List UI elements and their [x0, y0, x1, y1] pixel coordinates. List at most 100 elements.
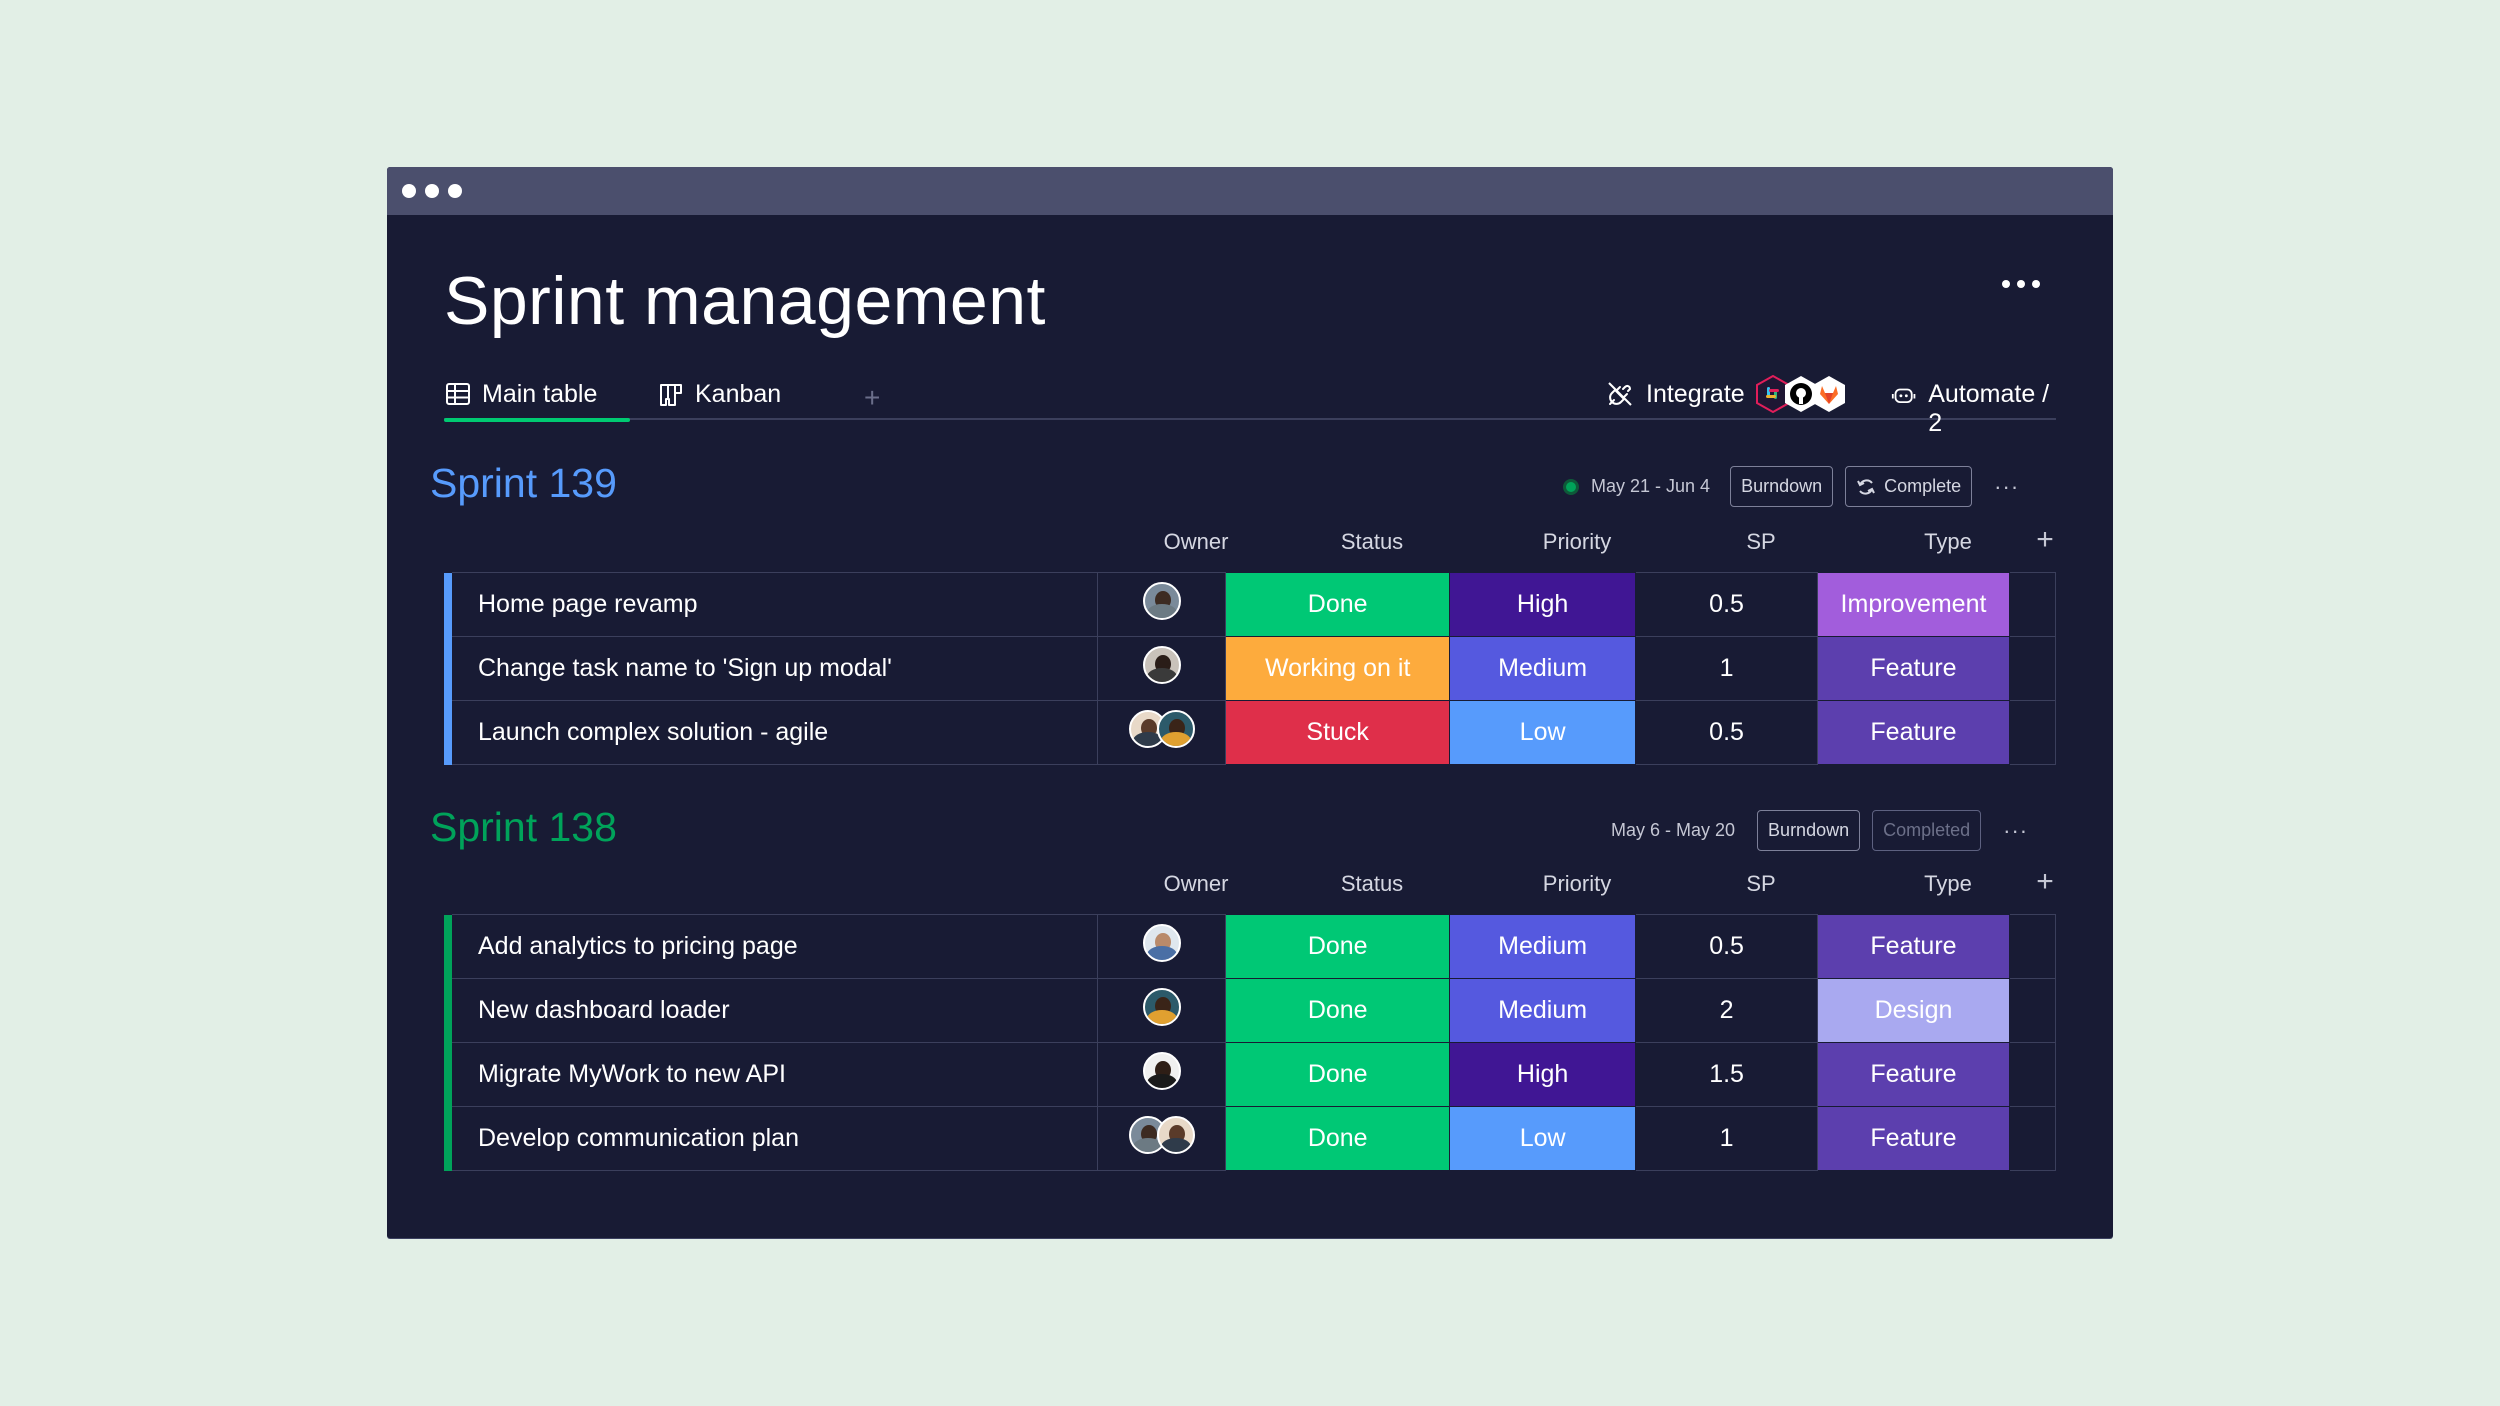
- avatar[interactable]: [1142, 646, 1181, 684]
- item-name[interactable]: Home page revamp: [451, 572, 1099, 637]
- more-options-icon[interactable]: [2002, 280, 2040, 288]
- table-row[interactable]: New dashboard loader Done Medium 2 Desig…: [444, 978, 2057, 1043]
- owner-cell[interactable]: [1097, 914, 1227, 979]
- table-icon: [446, 383, 470, 405]
- status-cell[interactable]: Stuck: [1225, 700, 1451, 765]
- sp-cell[interactable]: 1: [1635, 1106, 1819, 1171]
- owner-avatars: [1128, 710, 1195, 748]
- group-options-icon[interactable]: ···: [1994, 473, 2020, 499]
- complete-button[interactable]: Complete: [1845, 466, 1973, 507]
- sp-cell[interactable]: 0.5: [1635, 914, 1819, 979]
- group-title-sprint-139[interactable]: Sprint 139: [430, 460, 617, 506]
- avatar[interactable]: [1128, 1116, 1167, 1154]
- integrate-button[interactable]: Integrate: [1606, 380, 1745, 409]
- add-column-button[interactable]: +: [2036, 523, 2054, 556]
- item-name[interactable]: Launch complex solution - agile: [451, 700, 1099, 765]
- column-owner[interactable]: Owner: [1163, 529, 1229, 554]
- column-type[interactable]: Type: [1924, 871, 1972, 896]
- type-cell[interactable]: Feature: [1817, 1042, 2010, 1107]
- item-name[interactable]: Develop communication plan: [451, 1106, 1099, 1171]
- status-cell[interactable]: Done: [1225, 978, 1451, 1043]
- status-cell[interactable]: Done: [1225, 914, 1451, 979]
- slack-icon: [1755, 375, 1791, 413]
- avatar[interactable]: [1142, 1052, 1181, 1090]
- tab-main-table[interactable]: Main table: [444, 380, 630, 422]
- type-cell[interactable]: Feature: [1817, 1106, 2010, 1171]
- column-sp[interactable]: SP: [1746, 529, 1776, 554]
- table-row[interactable]: Add analytics to pricing page Done Mediu…: [444, 914, 2057, 979]
- avatar[interactable]: [1156, 710, 1195, 748]
- owner-cell[interactable]: [1097, 700, 1227, 765]
- active-status-icon: [1563, 478, 1579, 495]
- status-cell[interactable]: Done: [1225, 572, 1451, 637]
- sp-cell[interactable]: 0.5: [1635, 572, 1819, 637]
- avatar[interactable]: [1142, 988, 1181, 1026]
- refresh-icon: [1857, 478, 1876, 495]
- sp-cell[interactable]: 2: [1635, 978, 1819, 1043]
- group-color-bar: [444, 700, 452, 765]
- avatar[interactable]: [1142, 582, 1181, 620]
- group-color-bar: [444, 636, 452, 701]
- group-options-icon[interactable]: ···: [2003, 817, 2029, 843]
- column-headers: Owner Status Priority SP Type +: [387, 523, 2113, 559]
- status-cell[interactable]: Done: [1225, 1042, 1451, 1107]
- avatar[interactable]: [1156, 1116, 1195, 1154]
- priority-cell[interactable]: Low: [1449, 1106, 1637, 1171]
- table-row[interactable]: Launch complex solution - agile Stuck Lo…: [444, 700, 2057, 765]
- type-cell[interactable]: Feature: [1817, 636, 2010, 701]
- add-view-button[interactable]: +: [864, 382, 881, 413]
- owner-cell[interactable]: [1097, 1106, 1227, 1171]
- priority-cell[interactable]: Medium: [1449, 978, 1637, 1043]
- column-priority[interactable]: Priority: [1542, 529, 1612, 554]
- priority-cell[interactable]: High: [1449, 572, 1637, 637]
- window-control-dot[interactable]: [402, 184, 416, 198]
- sp-cell[interactable]: 0.5: [1635, 700, 1819, 765]
- column-status[interactable]: Status: [1340, 871, 1404, 896]
- empty-cell: [2008, 636, 2057, 701]
- group-title-sprint-138[interactable]: Sprint 138: [430, 804, 617, 850]
- tab-kanban[interactable]: Kanban: [659, 380, 781, 420]
- item-name[interactable]: New dashboard loader: [451, 978, 1099, 1043]
- column-owner[interactable]: Owner: [1163, 871, 1229, 896]
- owner-avatars: [1142, 1052, 1181, 1090]
- table-row[interactable]: Migrate MyWork to new API Done High 1.5 …: [444, 1042, 2057, 1107]
- burndown-button[interactable]: Burndown: [1730, 466, 1834, 507]
- type-cell[interactable]: Improvement: [1817, 572, 2010, 637]
- automate-button[interactable]: Automate / 2: [1891, 380, 2056, 438]
- window-control-dot[interactable]: [425, 184, 439, 198]
- window-control-dot[interactable]: [448, 184, 462, 198]
- status-cell[interactable]: Done: [1225, 1106, 1451, 1171]
- type-cell[interactable]: Feature: [1817, 914, 2010, 979]
- item-name[interactable]: Change task name to 'Sign up modal': [451, 636, 1099, 701]
- owner-cell[interactable]: [1097, 1042, 1227, 1107]
- owner-cell[interactable]: [1097, 978, 1227, 1043]
- avatar[interactable]: [1128, 710, 1167, 748]
- column-priority[interactable]: Priority: [1542, 871, 1612, 896]
- priority-cell[interactable]: Medium: [1449, 914, 1637, 979]
- table-row[interactable]: Develop communication plan Done Low 1 Fe…: [444, 1106, 2057, 1171]
- type-cell[interactable]: Feature: [1817, 700, 2010, 765]
- burndown-button[interactable]: Burndown: [1757, 810, 1861, 851]
- status-cell[interactable]: Working on it: [1225, 636, 1451, 701]
- avatar[interactable]: [1142, 924, 1181, 962]
- owner-avatars: [1128, 1116, 1195, 1154]
- priority-cell[interactable]: Low: [1449, 700, 1637, 765]
- item-name[interactable]: Migrate MyWork to new API: [451, 1042, 1099, 1107]
- owner-cell[interactable]: [1097, 572, 1227, 637]
- priority-cell[interactable]: High: [1449, 1042, 1637, 1107]
- items-table-sprint-138: Add analytics to pricing page Done Mediu…: [444, 914, 2057, 1171]
- sp-cell[interactable]: 1.5: [1635, 1042, 1819, 1107]
- table-row[interactable]: Change task name to 'Sign up modal' Work…: [444, 636, 2057, 701]
- type-cell[interactable]: Design: [1817, 978, 2010, 1043]
- app-window: Sprint management Main table Kanban + In…: [387, 167, 2113, 1238]
- table-row[interactable]: Home page revamp Done High 0.5 Improveme…: [444, 572, 2057, 637]
- owner-cell[interactable]: [1097, 636, 1227, 701]
- add-column-button[interactable]: +: [2036, 865, 2054, 898]
- priority-cell[interactable]: Medium: [1449, 636, 1637, 701]
- column-status[interactable]: Status: [1340, 529, 1404, 554]
- column-type[interactable]: Type: [1924, 529, 1972, 554]
- item-name[interactable]: Add analytics to pricing page: [451, 914, 1099, 979]
- column-sp[interactable]: SP: [1746, 871, 1776, 896]
- group-color-bar: [444, 978, 452, 1043]
- sp-cell[interactable]: 1: [1635, 636, 1819, 701]
